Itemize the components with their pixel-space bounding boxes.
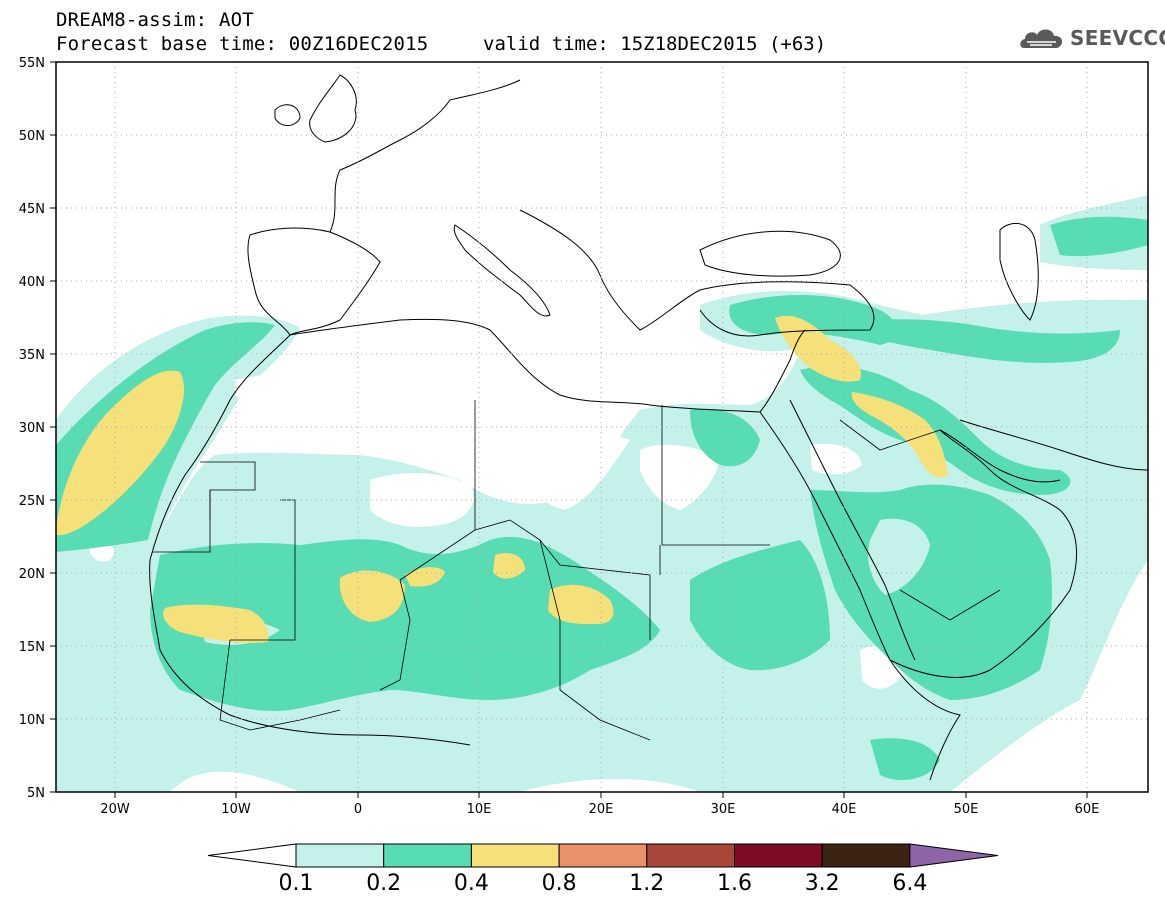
colorbar-label: 0.8	[542, 871, 577, 896]
latitude-axis: 55N 50N 45N 40N 35N 30N 25N 20N 15N 10N …	[19, 56, 56, 801]
colorbar-bin	[295, 843, 385, 868]
lat-label: 20N	[19, 567, 45, 582]
lat-label: 5N	[27, 786, 45, 801]
lon-label: 20E	[589, 802, 614, 817]
longitude-axis: 20W 10W 0 10E 20E 30E 40E 50E 60E	[100, 792, 1099, 817]
lon-label: 10W	[221, 802, 251, 817]
colorbar-label: 0.2	[366, 871, 401, 896]
lon-label: 60E	[1075, 802, 1100, 817]
colorbar-bin	[646, 843, 735, 868]
lat-label: 25N	[19, 494, 45, 509]
gridlines	[56, 62, 1148, 792]
color-bar: 0.1 0.2 0.4 0.8 1.2 1.6 3.2 6.4	[207, 843, 998, 896]
colorbar-bin	[734, 843, 823, 868]
map-title: DREAM8-assim: AOT	[56, 9, 254, 31]
lon-label: 10E	[467, 802, 492, 817]
lat-label: 10N	[19, 713, 45, 728]
colorbar-label: 6.4	[892, 871, 927, 896]
colorbar-over-arrow	[909, 843, 998, 868]
colorbar-bin	[470, 843, 560, 868]
colorbar-label: 0.4	[454, 871, 489, 896]
lon-label: 20W	[100, 802, 130, 817]
coastlines	[149, 74, 1148, 781]
colorbar-under-arrow	[207, 843, 297, 868]
cloud-icon	[1020, 29, 1063, 48]
lon-label: 40E	[832, 802, 857, 817]
colorbar-bin	[821, 843, 911, 868]
lat-label: 55N	[19, 56, 45, 71]
colorbar-label: 1.6	[717, 871, 752, 896]
lat-label: 30N	[19, 421, 45, 436]
colorbar-bin	[383, 843, 472, 868]
lon-label: 30E	[711, 802, 736, 817]
logo-text: SEEVCCC	[1070, 26, 1165, 50]
lat-label: 45N	[19, 202, 45, 217]
lon-label: 0	[354, 802, 362, 817]
lon-label: 50E	[954, 802, 979, 817]
lat-label: 40N	[19, 275, 45, 290]
country-borders	[152, 400, 1001, 741]
seevccc-logo: SEEVCCC	[1018, 22, 1165, 54]
lat-label: 35N	[19, 348, 45, 363]
aot-level-0.4	[56, 315, 948, 643]
colorbar-label: 1.2	[629, 871, 664, 896]
lat-label: 50N	[19, 129, 45, 144]
lat-label: 15N	[19, 640, 45, 655]
colorbar-label: 0.1	[279, 871, 314, 896]
colorbar-bin	[558, 843, 648, 868]
valid-time: valid time: 15Z18DEC2015 (+63)	[483, 33, 827, 55]
forecast-base-time: Forecast base time: 00Z16DEC2015	[56, 33, 429, 55]
colorbar-label: 3.2	[805, 871, 840, 896]
